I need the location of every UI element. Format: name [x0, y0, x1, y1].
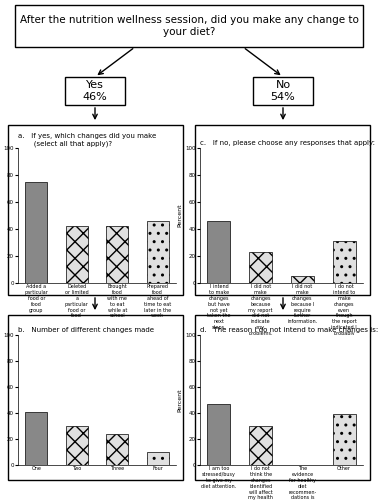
Bar — [106, 226, 129, 283]
Bar — [147, 221, 169, 283]
Bar — [65, 77, 125, 105]
Bar — [333, 241, 356, 283]
Bar — [15, 5, 363, 47]
Bar — [66, 226, 88, 283]
Text: Yes
46%: Yes 46% — [83, 80, 107, 102]
Bar — [208, 221, 230, 283]
Text: d.   The reason I do not intend to make changes is:: d. The reason I do not intend to make ch… — [200, 327, 378, 333]
Bar — [147, 452, 169, 465]
Bar — [195, 315, 370, 480]
Bar — [333, 414, 356, 465]
Bar — [66, 426, 88, 465]
Text: After the nutrition wellness session, did you make any change to
your diet?: After the nutrition wellness session, di… — [20, 15, 358, 37]
Text: b.   Number of different changes made: b. Number of different changes made — [18, 327, 154, 333]
Text: a.   If yes, which changes did you make
       (select all that apply)?: a. If yes, which changes did you make (s… — [18, 133, 156, 146]
Bar — [208, 404, 230, 465]
Bar — [8, 315, 183, 480]
Bar — [291, 276, 314, 283]
Bar — [253, 77, 313, 105]
Bar — [106, 434, 129, 465]
Bar — [195, 125, 370, 295]
Bar — [25, 182, 47, 283]
Text: No
54%: No 54% — [271, 80, 295, 102]
Y-axis label: Percent: Percent — [178, 204, 183, 228]
Bar — [249, 252, 272, 283]
Bar — [249, 426, 272, 465]
Y-axis label: Percent: Percent — [178, 388, 183, 412]
Text: c.   If no, please choose any responses that apply:: c. If no, please choose any responses th… — [200, 140, 375, 146]
Bar — [25, 412, 47, 465]
Bar — [8, 125, 183, 295]
